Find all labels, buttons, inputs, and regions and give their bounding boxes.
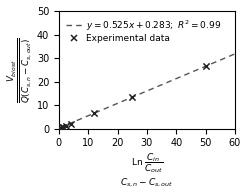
- Legend: $y = 0.525x + 0.283;\ R^2 = 0.99$, Experimental data: $y = 0.525x + 0.283;\ R^2 = 0.99$, Exper…: [63, 15, 224, 46]
- X-axis label: $\mathrm{Ln}\ \dfrac{C_{in}}{C_{out}}$
$C_{s,n} - C_{s,out}$: $\mathrm{Ln}\ \dfrac{C_{in}}{C_{out}}$ $…: [120, 151, 174, 189]
- Point: [61, 125, 65, 128]
- Point: [60, 126, 64, 129]
- Point: [69, 122, 73, 126]
- Y-axis label: $\frac{V_{biost}}{\overline{Q(C_{s,n} - C_{s,out})}}$: $\frac{V_{biost}}{\overline{Q(C_{s,n} - …: [7, 37, 35, 103]
- Point: [64, 124, 68, 127]
- Point: [130, 95, 134, 99]
- Point: [58, 126, 62, 129]
- Point: [92, 111, 96, 114]
- Point: [204, 65, 208, 68]
